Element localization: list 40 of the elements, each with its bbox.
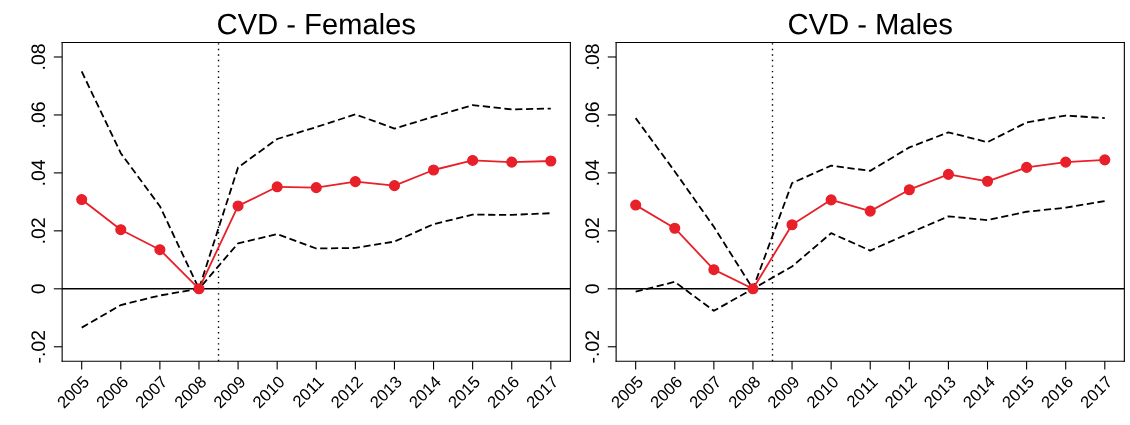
point bbox=[825, 194, 837, 206]
point bbox=[942, 168, 954, 180]
y-tick-label: .06 bbox=[31, 102, 46, 127]
point bbox=[76, 194, 88, 206]
point bbox=[786, 219, 798, 231]
point bbox=[1099, 154, 1111, 166]
chart-title: CVD - Females bbox=[218, 13, 415, 35]
point bbox=[669, 222, 681, 234]
y-tick-label: .04 bbox=[31, 159, 46, 185]
point bbox=[271, 181, 283, 193]
y-tick-label: -.02 bbox=[31, 330, 46, 363]
point bbox=[115, 224, 127, 236]
y-tick-label: .02 bbox=[585, 218, 600, 243]
point bbox=[747, 283, 759, 295]
y-tick-label: .06 bbox=[585, 102, 600, 127]
point bbox=[1060, 156, 1072, 168]
point bbox=[981, 175, 994, 187]
point bbox=[1021, 161, 1033, 173]
point bbox=[193, 283, 205, 295]
point bbox=[545, 155, 557, 167]
point bbox=[506, 156, 518, 168]
point bbox=[388, 180, 401, 192]
point bbox=[903, 184, 915, 196]
point bbox=[154, 244, 166, 256]
point bbox=[630, 199, 642, 211]
point bbox=[310, 182, 322, 194]
point bbox=[467, 154, 479, 166]
point bbox=[232, 200, 244, 212]
point bbox=[708, 264, 720, 276]
y-tick-label: .02 bbox=[31, 218, 46, 243]
point bbox=[349, 176, 361, 188]
y-tick-label: 0 bbox=[31, 284, 46, 294]
y-tick-label: 0 bbox=[585, 284, 600, 294]
point bbox=[864, 205, 876, 217]
y-tick-label: .04 bbox=[585, 159, 600, 185]
y-tick-label: .08 bbox=[31, 44, 46, 69]
chart-title: CVD - Males bbox=[789, 13, 952, 35]
y-tick-label: -.02 bbox=[585, 330, 600, 363]
y-tick-label: .08 bbox=[585, 44, 600, 69]
point bbox=[427, 164, 440, 176]
